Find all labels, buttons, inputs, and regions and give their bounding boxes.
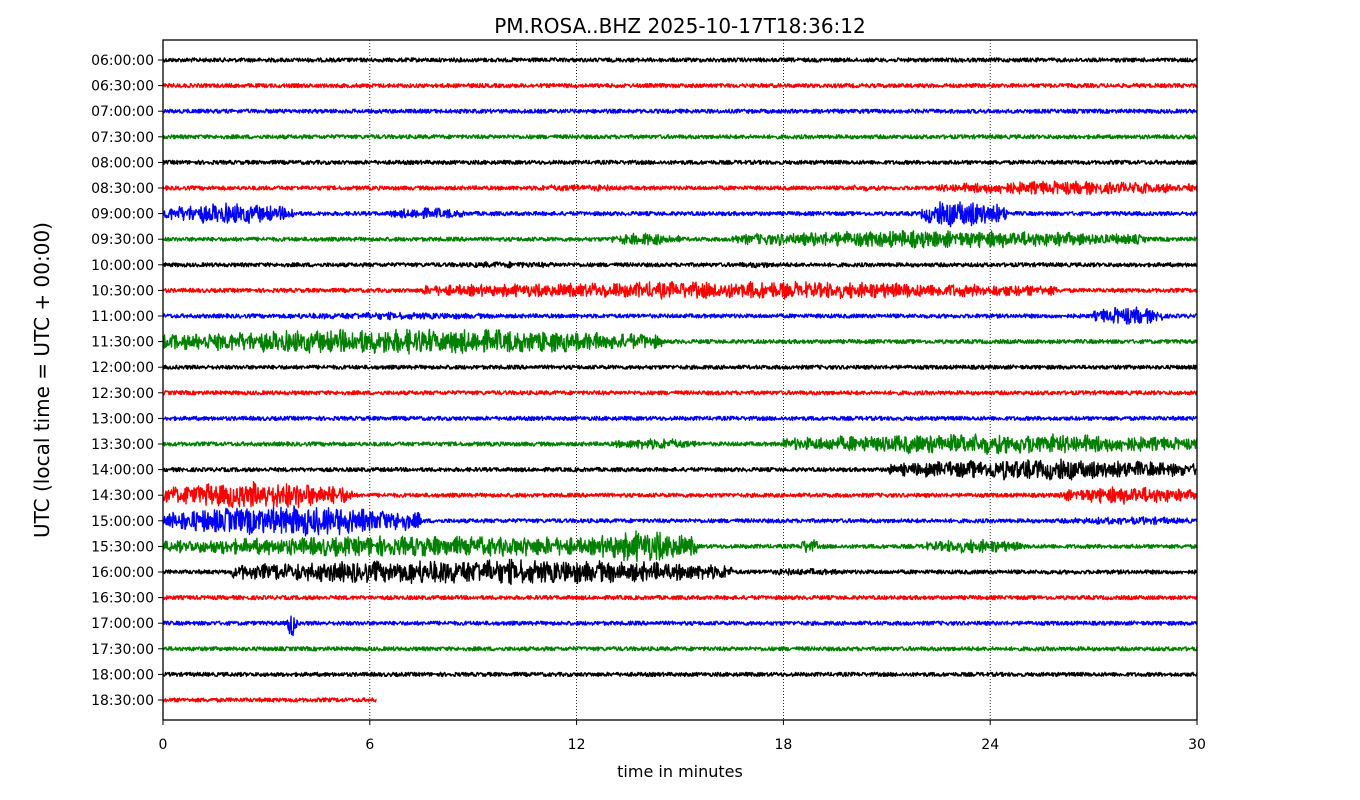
y-tick-label: 18:00:00 (91, 667, 154, 683)
y-tick-label: 07:30:00 (91, 130, 154, 146)
trace-17:00:00 (162, 615, 1198, 637)
y-tick-label: 15:00:00 (91, 514, 154, 530)
trace-06:30:00 (162, 82, 1198, 89)
y-axis-ticks: 06:00:00 06:30:00 07:00:00 07:30:00 08:00:00… (91, 53, 163, 709)
y-tick-label: 13:30:00 (91, 437, 154, 453)
y-tick-label: 16:00:00 (91, 565, 154, 581)
trace-16:30:00 (162, 594, 1198, 601)
y-tick-label: 11:00:00 (91, 309, 154, 325)
y-tick-label: 11:30:00 (91, 335, 154, 351)
y-tick-label: 18:30:00 (91, 693, 154, 709)
trace-07:00:00 (162, 108, 1198, 114)
trace-13:30:00 (162, 433, 1198, 455)
y-tick-label: 13:00:00 (91, 411, 154, 427)
x-tick-label: 0 (159, 737, 168, 753)
y-tick-label: 14:00:00 (91, 463, 154, 479)
trace-11:00:00 (162, 306, 1198, 325)
plot-frame (162, 39, 1198, 721)
trace-08:00:00 (162, 159, 1198, 166)
x-tick-label: 18 (774, 737, 792, 753)
y-tick-label: 16:30:00 (91, 591, 154, 607)
y-tick-label: 14:30:00 (91, 488, 154, 504)
trace-09:30:00 (162, 229, 1198, 249)
x-axis-label: time in minutes (617, 762, 743, 781)
trace-17:30:00 (162, 646, 1198, 652)
x-tick-label: 30 (1188, 737, 1206, 753)
trace-12:30:00 (162, 390, 1198, 396)
trace-15:30:00 (162, 530, 1198, 563)
trace-06:00:00 (162, 57, 1198, 63)
trace-18:00:00 (162, 671, 1198, 678)
y-tick-label: 17:30:00 (91, 642, 154, 658)
x-tick-label: 6 (365, 737, 374, 753)
trace-15:00:00 (162, 505, 1198, 537)
trace-13:00:00 (162, 415, 1198, 422)
y-tick-label: 08:00:00 (91, 155, 154, 171)
trace-14:30:00 (162, 481, 1198, 509)
y-tick-label: 10:00:00 (91, 258, 154, 274)
y-tick-label: 09:30:00 (91, 232, 154, 248)
trace-10:30:00 (162, 280, 1198, 300)
y-tick-label: 06:00:00 (91, 53, 154, 69)
x-tick-label: 12 (568, 737, 586, 753)
trace-08:30:00 (162, 180, 1198, 196)
y-tick-label: 08:30:00 (91, 181, 154, 197)
trace-10:00:00 (162, 261, 1198, 269)
chart-title: PM.ROSA..BHZ 2025-10-17T18:36:12 (494, 14, 866, 38)
trace-18:30:00 (162, 697, 377, 703)
y-axis-label: UTC (local time = UTC + 00:00) (30, 222, 54, 538)
x-axis-ticks: 0 6 12 18 24 30 (159, 720, 1206, 753)
trace-14:00:00 (162, 458, 1198, 481)
seismogram-traces (162, 57, 1198, 703)
y-tick-label: 15:30:00 (91, 539, 154, 555)
trace-07:30:00 (162, 134, 1198, 140)
trace-12:00:00 (162, 364, 1198, 370)
y-tick-label: 09:00:00 (91, 207, 154, 223)
y-tick-label: 17:00:00 (91, 616, 154, 632)
trace-11:30:00 (162, 328, 1198, 355)
y-tick-label: 12:00:00 (91, 360, 154, 376)
grid-lines (369, 40, 991, 720)
x-tick-label: 24 (981, 737, 999, 753)
y-tick-label: 07:00:00 (91, 104, 154, 120)
y-tick-label: 12:30:00 (91, 386, 154, 402)
y-tick-label: 06:30:00 (91, 79, 154, 95)
y-tick-label: 10:30:00 (91, 283, 154, 299)
trace-09:00:00 (162, 201, 1198, 228)
trace-16:00:00 (162, 558, 1198, 585)
